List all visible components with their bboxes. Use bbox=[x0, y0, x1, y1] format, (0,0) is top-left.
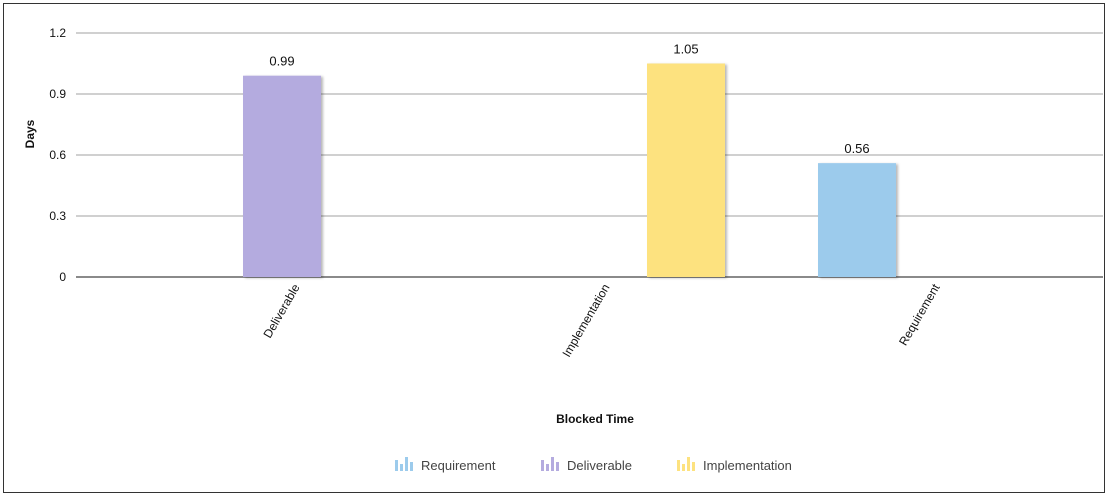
data-labels: 0.56 0.99 1.05 bbox=[269, 42, 869, 157]
legend: Requirement Deliverable Implementation bbox=[395, 457, 792, 473]
bar-requirement[interactable] bbox=[818, 163, 896, 277]
x-tick-label: Deliverable bbox=[260, 281, 302, 340]
x-axis-categories: Deliverable Implementation Requirement bbox=[260, 281, 942, 360]
legend-item-requirement[interactable]: Requirement bbox=[395, 457, 496, 473]
x-tick-label: Requirement bbox=[896, 281, 943, 348]
legend-label: Implementation bbox=[703, 458, 792, 473]
legend-label: Requirement bbox=[421, 458, 496, 473]
legend-item-implementation[interactable]: Implementation bbox=[677, 457, 792, 473]
bars bbox=[243, 63, 896, 278]
bar-deliverable[interactable] bbox=[243, 75, 321, 277]
y-tick-label: 0.3 bbox=[49, 209, 66, 223]
x-tick-label: Implementation bbox=[559, 282, 612, 360]
bar-implementation[interactable] bbox=[647, 63, 725, 278]
y-axis-title: Days bbox=[23, 119, 37, 148]
bar-chart-icon bbox=[395, 457, 413, 471]
y-tick-label: 0.9 bbox=[49, 87, 66, 101]
y-tick-label: 0 bbox=[59, 270, 66, 284]
data-label: 0.56 bbox=[844, 141, 869, 156]
y-tick-label: 0.6 bbox=[49, 148, 66, 162]
bar-chart-icon bbox=[541, 457, 559, 471]
y-axis-ticks: 0 0.3 0.6 0.9 1.2 bbox=[49, 26, 66, 284]
legend-label: Deliverable bbox=[567, 458, 632, 473]
chart-frame bbox=[3, 3, 1105, 493]
x-axis-title: Blocked Time bbox=[556, 412, 634, 426]
bar-chart-icon bbox=[677, 457, 695, 471]
gridlines bbox=[76, 32, 1103, 278]
data-label: 1.05 bbox=[673, 42, 698, 57]
legend-item-deliverable[interactable]: Deliverable bbox=[541, 457, 632, 473]
y-tick-label: 1.2 bbox=[49, 26, 66, 40]
data-label: 0.99 bbox=[269, 54, 294, 69]
